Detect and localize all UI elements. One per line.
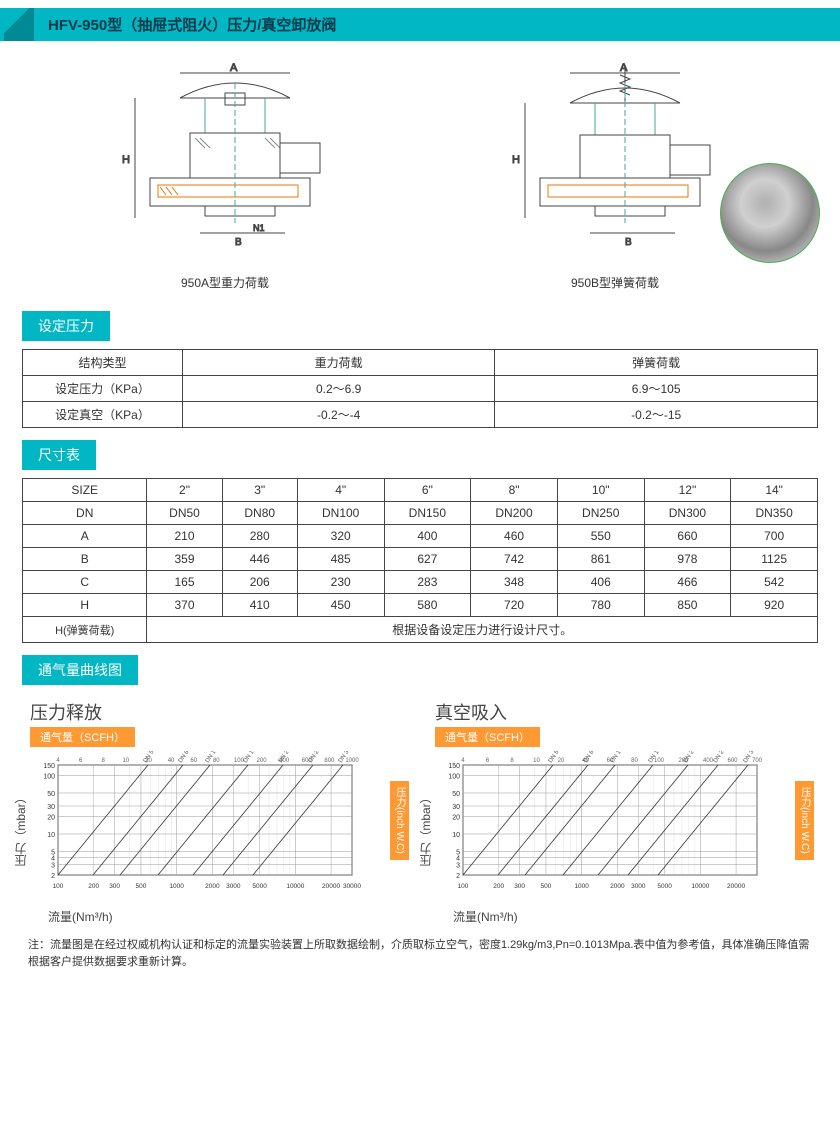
footnote: 注：流量图是在经过权威机构认证和标定的流量实验装置上所取数据绘制，介质取标立空气… <box>0 929 840 970</box>
svg-text:20000: 20000 <box>322 883 340 890</box>
svg-text:3: 3 <box>51 863 55 870</box>
pressure-table: 结构类型 重力荷载 弹簧荷载 设定压力（KPa） 0.2～6.9 6.9～105… <box>22 349 818 428</box>
chart-vacuum: 真空吸入 通气量（SCFH） 压力（mbar） 压力(inch W.C) 234… <box>435 699 810 925</box>
table-row: 设定真空（KPa） -0.2～-4 -0.2～-15 <box>23 402 818 428</box>
svg-text:H: H <box>122 154 130 166</box>
svg-text:50: 50 <box>452 791 460 798</box>
svg-text:800: 800 <box>324 758 335 764</box>
svg-text:2: 2 <box>456 873 460 880</box>
svg-text:200: 200 <box>493 883 504 890</box>
caption-b: 950B型弹簧荷载 <box>500 274 730 291</box>
table-row: SIZE2"3"4"6"8"10"12"14" <box>23 479 818 502</box>
svg-text:150: 150 <box>43 763 55 770</box>
svg-text:10: 10 <box>47 832 55 839</box>
svg-text:200: 200 <box>88 883 99 890</box>
svg-text:300: 300 <box>514 883 525 890</box>
svg-text:500: 500 <box>541 883 552 890</box>
svg-text:5000: 5000 <box>657 883 672 890</box>
svg-text:B: B <box>235 237 242 248</box>
loglog-chart-right: 2 3 4 5 10 20 30 50 100 150 100 200 300 500 1000 2000 30… <box>435 751 785 901</box>
svg-text:3000: 3000 <box>226 883 241 890</box>
svg-text:100: 100 <box>43 773 55 780</box>
svg-text:20: 20 <box>452 814 460 821</box>
section-chart: 通气量曲线图 <box>22 655 138 685</box>
svg-text:150: 150 <box>448 763 460 770</box>
svg-text:6: 6 <box>486 758 490 764</box>
caption-a: 950A型重力荷载 <box>110 274 340 291</box>
table-row: C165206230283348406466542 <box>23 571 818 594</box>
svg-text:10: 10 <box>123 758 130 764</box>
svg-text:DN 80/3": DN 80/3" <box>583 751 602 764</box>
svg-text:5: 5 <box>51 850 55 857</box>
svg-text:1000: 1000 <box>574 883 589 890</box>
svg-text:700: 700 <box>752 758 763 764</box>
svg-text:5000: 5000 <box>252 883 267 890</box>
tech-drawing-a: A B N1 <box>110 63 340 263</box>
page-title: HFV-950型（抽屉式阻火）压力/真空卸放阀 <box>0 8 840 41</box>
svg-text:20: 20 <box>558 758 565 764</box>
svg-text:DN 100/4": DN 100/4" <box>610 751 631 764</box>
chart-pressure-release: 压力释放 通气量（SCFH） 压力（mbar） 压力(inch W.C) 234… <box>30 699 405 925</box>
svg-text:A: A <box>620 63 628 74</box>
svg-text:60: 60 <box>190 758 197 764</box>
svg-text:50: 50 <box>47 791 55 798</box>
table-row: H370410450580720780850920 <box>23 594 818 617</box>
diagram-950a: A B N1 <box>110 63 340 291</box>
svg-text:1000: 1000 <box>345 758 359 764</box>
svg-text:10: 10 <box>533 758 540 764</box>
svg-text:DN 200/8": DN 200/8" <box>683 751 704 764</box>
table-row: DNDN50DN80DN100DN150DN200DN250DN300DN350 <box>23 502 818 525</box>
svg-text:N1: N1 <box>253 223 265 233</box>
section-size: 尺寸表 <box>22 440 96 470</box>
svg-text:DN 50/2": DN 50/2" <box>143 751 162 764</box>
table-row: 结构类型 重力荷载 弹簧荷载 <box>23 350 818 376</box>
svg-text:500: 500 <box>136 883 147 890</box>
svg-text:4: 4 <box>56 758 60 764</box>
svg-text:2000: 2000 <box>610 883 625 890</box>
svg-text:80: 80 <box>213 758 220 764</box>
table-row: A210280320400460550660700 <box>23 525 818 548</box>
table-row: H(弹簧荷载)根据设备设定压力进行设计尺寸。 <box>23 617 818 643</box>
svg-text:A: A <box>230 63 238 74</box>
svg-text:20: 20 <box>47 814 55 821</box>
svg-text:2: 2 <box>51 873 55 880</box>
svg-text:300: 300 <box>109 883 120 890</box>
tech-drawing-b: A B H <box>500 63 730 263</box>
svg-text:80: 80 <box>631 758 638 764</box>
svg-text:B: B <box>625 237 632 248</box>
loglog-chart-left: 2 3 4 5 10 20 30 50 100 150 100 200 300 500 1000 2000 30… <box>30 751 380 901</box>
svg-text:6: 6 <box>79 758 83 764</box>
svg-text:4: 4 <box>461 758 465 764</box>
diagram-row: A B N1 <box>0 53 840 299</box>
svg-text:200: 200 <box>257 758 268 764</box>
svg-text:20000: 20000 <box>727 883 745 890</box>
svg-text:H: H <box>512 154 520 166</box>
table-row: B3594464856277428619781125 <box>23 548 818 571</box>
svg-text:2000: 2000 <box>205 883 220 890</box>
product-photo <box>720 163 820 263</box>
svg-text:10000: 10000 <box>286 883 304 890</box>
svg-text:3: 3 <box>456 863 460 870</box>
svg-text:8: 8 <box>510 758 514 764</box>
svg-text:600: 600 <box>727 758 738 764</box>
svg-text:100: 100 <box>53 883 64 890</box>
svg-text:30: 30 <box>47 804 55 811</box>
svg-text:40: 40 <box>168 758 175 764</box>
diagram-950b: A B H 950B型弹簧荷载 <box>500 63 730 291</box>
size-table: SIZE2"3"4"6"8"10"12"14"DNDN50DN80DN100DN… <box>22 478 818 643</box>
section-pressure: 设定压力 <box>22 311 110 341</box>
svg-text:10: 10 <box>452 832 460 839</box>
svg-text:8: 8 <box>102 758 106 764</box>
table-row: 设定压力（KPa） 0.2～6.9 6.9～105 <box>23 376 818 402</box>
svg-text:1000: 1000 <box>169 883 184 890</box>
svg-text:100: 100 <box>458 883 469 890</box>
svg-text:30: 30 <box>452 804 460 811</box>
svg-text:100: 100 <box>448 773 460 780</box>
svg-text:3000: 3000 <box>631 883 646 890</box>
svg-text:5: 5 <box>456 850 460 857</box>
svg-text:30000: 30000 <box>343 883 361 890</box>
svg-text:10000: 10000 <box>691 883 709 890</box>
